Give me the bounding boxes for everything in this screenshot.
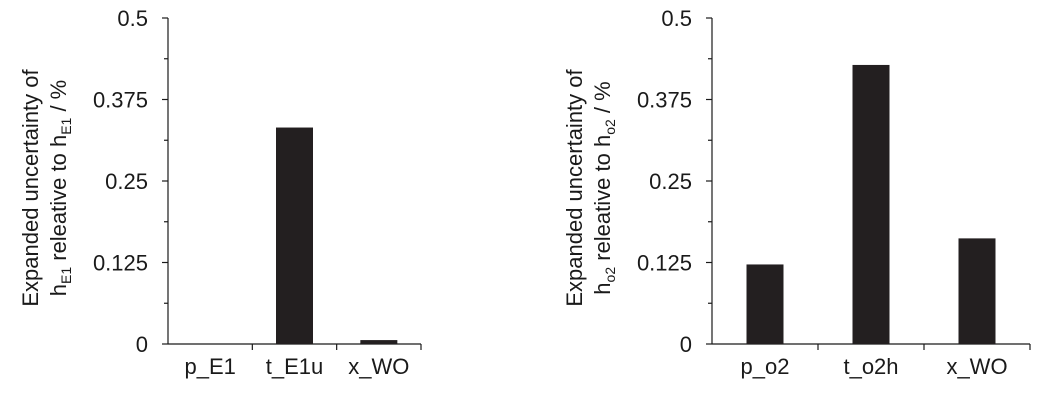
bar (958, 238, 996, 344)
x-tick-label: p_o2 (741, 354, 790, 379)
y-tick-label: 0.25 (105, 169, 148, 194)
y-tick-label: 0 (136, 332, 148, 357)
x-tick-label: p_E1 (184, 354, 235, 379)
y-tick-label: 0.5 (661, 6, 692, 31)
bar (276, 127, 313, 344)
bar (360, 340, 398, 344)
y-tick-label: 0.125 (93, 251, 148, 276)
chart-right-marks: 0 0.125 0.25 0.375 0.5 p_o2 t_o2h x_WO (637, 6, 1031, 379)
x-tick-label: t_o2h (843, 354, 898, 379)
y-tick-label: 0.125 (637, 251, 692, 276)
y-tick-label: 0.375 (93, 88, 148, 113)
y-tick-label: 0.25 (649, 169, 692, 194)
bar (746, 264, 784, 344)
chart-left: Expanded uncertainty of hE1 releative to… (18, 6, 422, 379)
x-tick-label: x_WO (348, 354, 409, 379)
x-tick-label: x_WO (946, 354, 1007, 379)
x-tick-label: t_E1u (266, 354, 324, 379)
chart-left-marks: 0 0.125 0.25 0.375 0.5 p_E1 t_E1u x_WO (93, 6, 422, 379)
y-tick-label: 0.375 (637, 88, 692, 113)
bar (852, 64, 890, 344)
y-tick-label: 0 (680, 332, 692, 357)
y-axis-label-line1: Expanded uncertainty of (18, 68, 43, 306)
y-axis-label-line1: Expanded uncertainty of (562, 68, 587, 306)
y-tick-label: 0.5 (117, 6, 148, 31)
y-axis-label-line2: ho2 releative to ho2 / % (590, 81, 618, 294)
chart-right: Expanded uncertainty of ho2 releative to… (562, 6, 1031, 379)
y-axis-label-line2: hE1 releative to hE1 / % (46, 80, 74, 297)
